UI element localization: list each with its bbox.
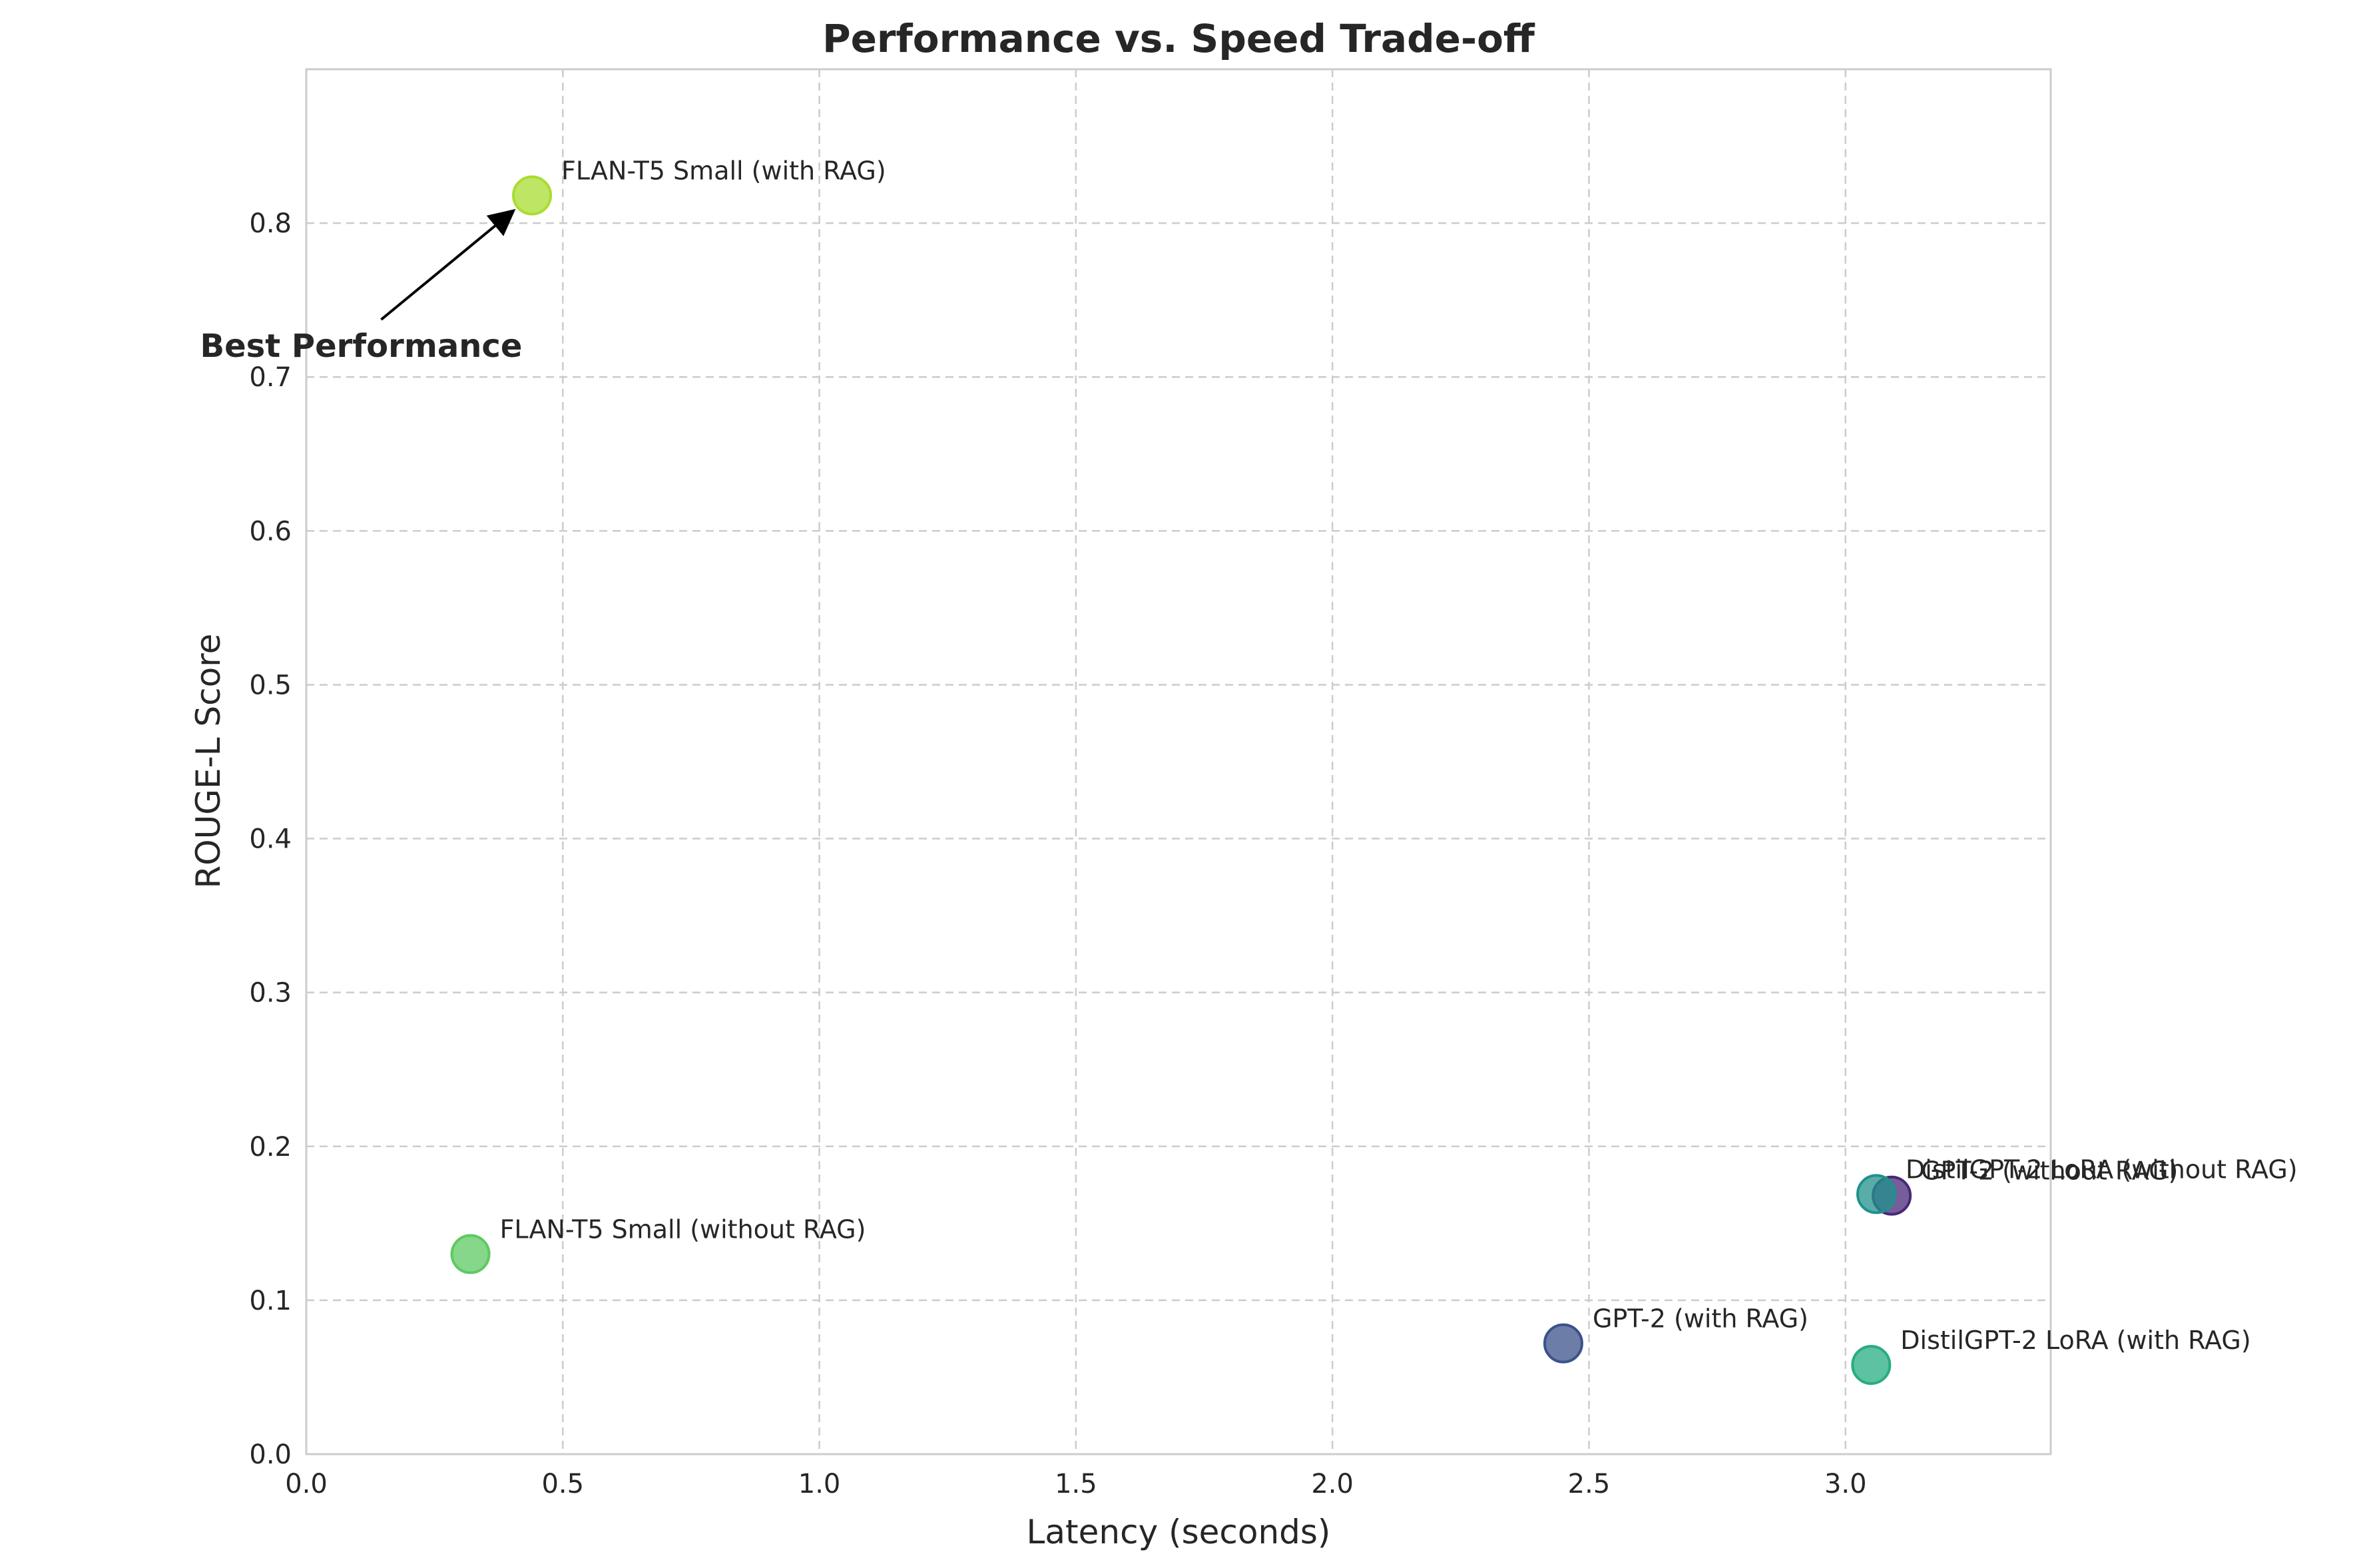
x-tick-label: 3.0	[1824, 1469, 1867, 1499]
plot-frame	[305, 68, 2052, 1455]
y-tick-label: 0.2	[249, 1132, 292, 1163]
x-tick-label: 2.0	[1311, 1469, 1354, 1499]
point-label: GPT-2 (without RAG)	[1921, 1157, 2178, 1186]
annotation-arrow	[380, 208, 516, 321]
point-labels: GPT-2 (without RAG) GPT-2 (with RAG) Disti…	[500, 156, 2298, 1355]
y-axis-label: ROUGE-L Score	[189, 634, 228, 889]
x-tick-label: 0.5	[541, 1469, 584, 1499]
data-point	[1856, 1174, 1896, 1214]
point-label: DistilGPT-2 LoRA (with RAG)	[1900, 1326, 2250, 1355]
point-label: FLAN-T5 Small (with RAG)	[561, 156, 886, 186]
grid	[305, 69, 2051, 1455]
data-point	[450, 1234, 491, 1274]
point-label: FLAN-T5 Small (without RAG)	[500, 1215, 866, 1244]
y-tick-label: 0.8	[249, 208, 292, 239]
tick-labels: 0.0 0.5 1.0 1.5 2.0 2.5 3.0 0.0 0.1 0.2 0.3 0.4 0.5 0…	[249, 208, 1866, 1499]
annotation-text: Best Performance	[200, 328, 523, 365]
annotation: Best Performance	[200, 208, 523, 365]
y-tick-label: 0.7	[249, 362, 292, 393]
data-point	[1543, 1323, 1583, 1364]
y-tick-label: 0.0	[249, 1439, 292, 1470]
x-tick-label: 0.0	[285, 1469, 328, 1499]
data-point	[512, 175, 553, 216]
y-tick-label: 0.1	[249, 1286, 292, 1316]
point-label: GPT-2 (with RAG)	[1593, 1304, 1808, 1334]
y-tick-label: 0.4	[249, 824, 292, 855]
y-tick-label: 0.5	[249, 670, 292, 700]
x-tick-label: 1.0	[798, 1469, 841, 1499]
x-axis-label: Latency (seconds)	[1027, 1513, 1331, 1551]
y-tick-label: 0.6	[249, 516, 292, 547]
data-points	[450, 175, 1912, 1385]
point-label: DistilGPT-2 LoRA (without RAG)	[1906, 1155, 2298, 1184]
data-point	[1851, 1344, 1892, 1385]
y-tick-label: 0.3	[249, 978, 292, 1009]
chart-title: Performance vs. Speed Trade-off	[822, 16, 1535, 61]
x-tick-label: 1.5	[1055, 1469, 1097, 1499]
x-tick-label: 2.5	[1568, 1469, 1611, 1499]
